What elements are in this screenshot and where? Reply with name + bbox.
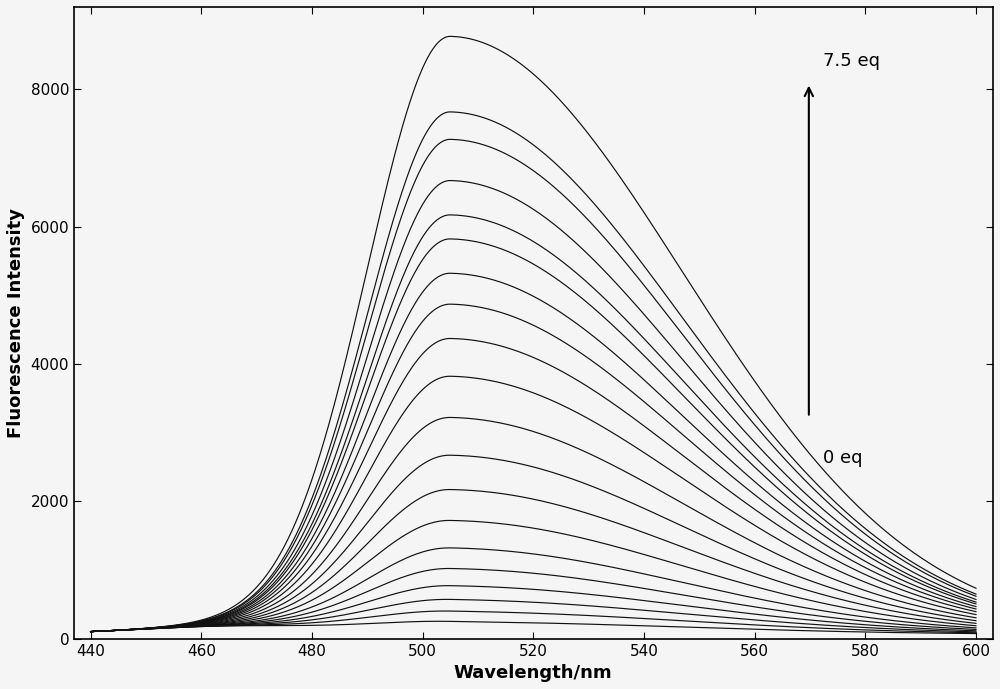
Y-axis label: Fluorescence Intensity: Fluorescence Intensity xyxy=(7,208,25,438)
Text: 7.5 eq: 7.5 eq xyxy=(823,52,880,70)
X-axis label: Wavelength/nm: Wavelength/nm xyxy=(454,664,613,682)
Text: 0 eq: 0 eq xyxy=(823,449,862,467)
